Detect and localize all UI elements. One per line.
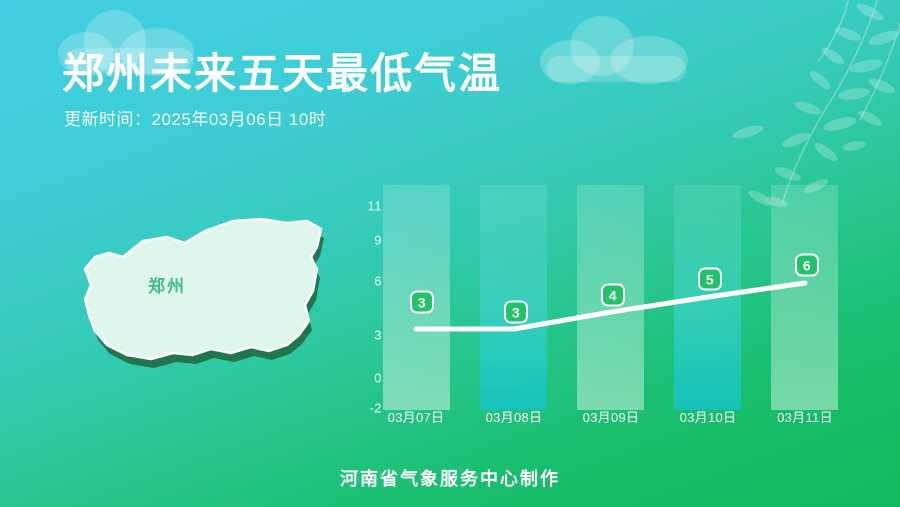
x-tick-label: 03月11日 xyxy=(777,410,833,425)
y-tick: 6 xyxy=(374,273,382,289)
page-title: 郑州未来五天最低气温 xyxy=(62,50,503,97)
data-point-badge: 5 xyxy=(698,267,722,291)
x-tick-label: 03月09日 xyxy=(582,410,640,425)
x-tick-label: 03月10日 xyxy=(679,410,737,425)
data-point-badge: 6 xyxy=(795,253,819,277)
x-tick-label: 03月08日 xyxy=(485,410,543,425)
x-tick-label: 03月07日 xyxy=(387,410,445,425)
y-axis: 11 9 6 3 0 -2 xyxy=(350,185,382,416)
y-tick: -2 xyxy=(369,400,382,416)
chart-band xyxy=(771,185,838,410)
map-region-label: 郑州 xyxy=(148,277,186,296)
y-tick: 0 xyxy=(374,370,382,386)
cloud-right-icon xyxy=(540,16,700,84)
chart-band xyxy=(480,185,547,410)
y-tick: 11 xyxy=(367,198,382,214)
temperature-line xyxy=(413,280,808,332)
y-tick: 3 xyxy=(374,327,382,343)
zhengzhou-map xyxy=(55,195,365,380)
data-point-badge: 3 xyxy=(410,290,434,314)
footer-credit: 河南省气象服务中心制作 xyxy=(340,469,560,489)
temperature-chart: 11 9 6 3 0 -2 3 3 4 5 6 xyxy=(350,185,850,425)
y-tick: 9 xyxy=(374,232,382,248)
data-point-badge: 4 xyxy=(601,283,625,307)
x-axis: 03月07日 03月08日 03月09日 03月10日 03月11日 xyxy=(383,407,850,429)
data-point-badge: 3 xyxy=(504,300,528,324)
update-time-text: 更新时间：2025年03月06日 10时 xyxy=(64,110,327,129)
plot-area: 3 3 4 5 6 xyxy=(383,185,850,410)
